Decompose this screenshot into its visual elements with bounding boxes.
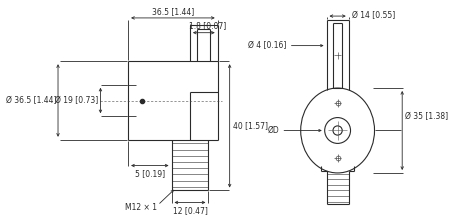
Text: 36.5 [1.44]: 36.5 [1.44] [152,7,194,16]
Text: M12 × 1: M12 × 1 [125,202,157,212]
Text: Ø 14 [0.55]: Ø 14 [0.55] [352,12,395,21]
Text: 5 [0.19]: 5 [0.19] [135,169,165,178]
Text: Ø 19 [0.73]: Ø 19 [0.73] [55,96,99,105]
Text: ØD: ØD [268,126,280,135]
Text: Ø 4 [0.16]: Ø 4 [0.16] [249,41,287,50]
Text: 1.8 [0.07]: 1.8 [0.07] [189,21,226,30]
Text: 12 [0.47]: 12 [0.47] [173,206,207,215]
Text: 40 [1.57]: 40 [1.57] [233,121,268,130]
Text: Ø 35 [1.38]: Ø 35 [1.38] [405,112,448,121]
Text: Ø 36.5 [1.44]: Ø 36.5 [1.44] [6,96,56,105]
